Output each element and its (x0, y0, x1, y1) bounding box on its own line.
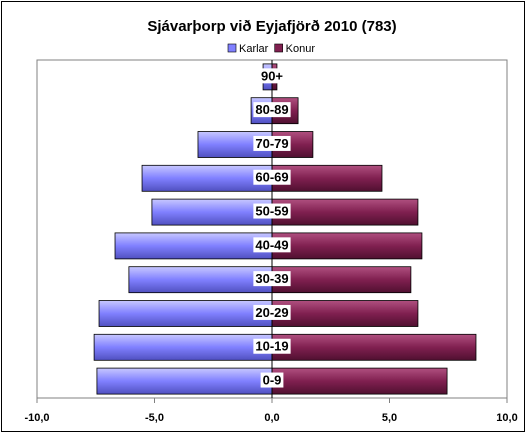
bar (96, 367, 273, 395)
category-label: 10-19 (255, 339, 288, 354)
bar (114, 232, 273, 260)
x-tick-label: -5,0 (145, 412, 164, 424)
category-label: 80-89 (255, 102, 288, 117)
category-label-bg (253, 338, 291, 354)
bar (128, 266, 273, 294)
legend-swatch (274, 43, 283, 53)
category-label-bg (253, 102, 291, 118)
legend-swatch (227, 43, 237, 53)
category-label: 50-59 (255, 204, 288, 219)
category-label-bg (253, 135, 291, 151)
bar (98, 300, 273, 327)
bar (271, 232, 423, 260)
x-tick-label: 0,0 (264, 412, 279, 424)
category-label: 20-29 (255, 305, 288, 320)
category-label-bg (253, 271, 291, 287)
legend-label: Konur (286, 43, 316, 55)
legend-label: Karlar (239, 43, 269, 55)
category-label: 70-79 (255, 136, 288, 151)
bar (271, 198, 419, 226)
category-label: 30-39 (255, 271, 288, 286)
category-label-bg (253, 237, 291, 253)
bar (271, 266, 412, 294)
bar (271, 367, 448, 395)
category-label-bg (253, 304, 291, 320)
category-label-bg (253, 169, 291, 185)
bar (271, 333, 477, 361)
category-label: 40-49 (255, 237, 288, 252)
category-label: 0-9 (263, 373, 282, 388)
category-label-bg (258, 68, 286, 84)
x-tick-label: 5,0 (382, 412, 397, 424)
category-label-bg (253, 203, 291, 219)
bar (271, 300, 419, 327)
category-label-bg (260, 372, 284, 388)
bar (93, 333, 273, 361)
x-tick-label: 10,0 (496, 412, 517, 424)
bar (151, 198, 273, 226)
category-label: 60-69 (255, 170, 288, 185)
category-label: 90+ (261, 68, 283, 83)
chart-title: Sjávarþorp við Eyjafjörð 2010 (783) (147, 18, 396, 35)
x-tick-label: -10,0 (24, 412, 49, 424)
bar (141, 164, 273, 192)
